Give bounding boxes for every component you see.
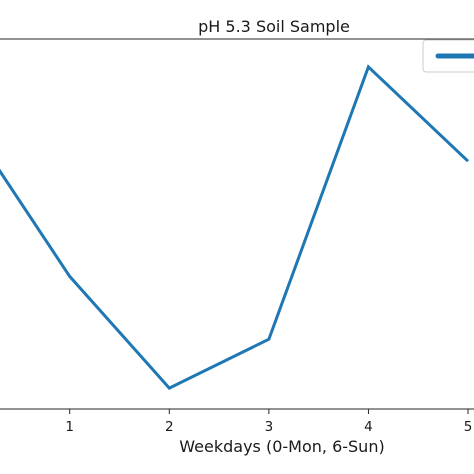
x-axis-label: Weekdays (0-Mon, 6-Sun) [179, 437, 384, 456]
x-tick-label: 4 [364, 419, 373, 435]
x-tick-label: 1 [65, 419, 74, 435]
legend [422, 39, 474, 73]
x-tick-label: 3 [265, 419, 274, 435]
x-tick-label: 2 [165, 419, 174, 435]
plot-frame [0, 38, 474, 410]
x-axis-ticks: 1 2 3 4 5 [65, 409, 472, 435]
x-tick-label: 5 [464, 419, 473, 435]
series-layer [0, 64, 470, 390]
chart-title: pH 5.3 Soil Sample [198, 17, 350, 36]
series-line-0 [0, 64, 470, 390]
